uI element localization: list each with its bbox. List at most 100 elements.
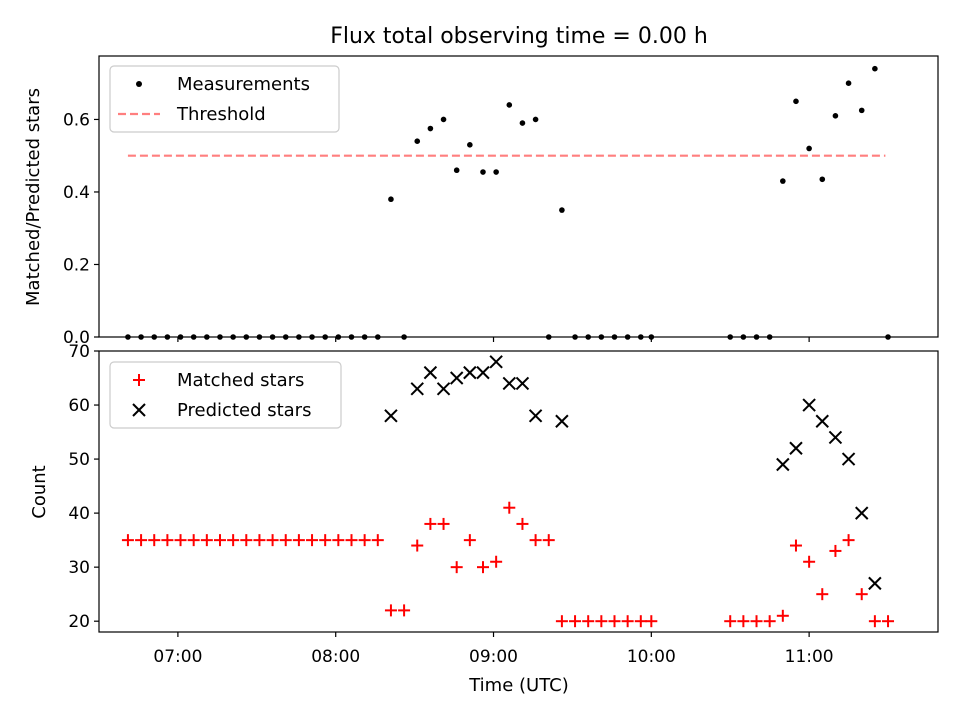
measurement-point (480, 169, 486, 175)
matched-star-point (582, 615, 595, 628)
predicted-star-point (789, 441, 803, 455)
legend-matched-marker (133, 374, 145, 386)
predicted-star-point (776, 457, 790, 472)
matched-star-point (555, 615, 568, 628)
matched-star-point (763, 615, 776, 628)
x-tick-label: 11:00 (785, 647, 834, 667)
predicted-star-point (555, 414, 569, 428)
predicted-star-stroke-b (555, 414, 569, 428)
count-legend-box (109, 361, 342, 429)
measurement-point (467, 142, 473, 148)
count-y-axis-label: Count (29, 465, 50, 518)
matched-star-point (634, 615, 647, 628)
legend-threshold-label: Threshold (176, 104, 266, 125)
predicted-star-point (515, 376, 530, 391)
matched-star-point (319, 534, 332, 547)
measurement-point (519, 120, 526, 126)
matched-star-point (306, 534, 319, 547)
predicted-star-stroke-b (776, 457, 790, 472)
measurement-point (440, 116, 447, 123)
measurement-point (806, 145, 812, 152)
matched-star-point (148, 534, 161, 547)
predicted-star-stroke-b (815, 414, 829, 428)
predicted-star-stroke-b (489, 355, 503, 369)
predicted-star-point (436, 382, 451, 396)
measurement-point (388, 196, 394, 203)
legend-measurements-label: Measurements (177, 74, 310, 95)
matched-star-point (750, 615, 763, 628)
matched-star-point (371, 534, 384, 547)
matched-star-point (816, 588, 829, 601)
matched-star-point (332, 534, 345, 547)
matched-star-point (776, 609, 789, 622)
matched-star-point (645, 615, 658, 628)
count-y-tick-label: 30 (68, 558, 90, 578)
matched-star-point (490, 555, 503, 568)
measurement-point (427, 125, 434, 132)
matched-star-point (724, 615, 737, 628)
measurement-point (845, 80, 852, 86)
legend-measurements-marker (136, 81, 142, 87)
predicted-star-point (528, 409, 543, 423)
matched-star-point (529, 534, 542, 547)
predicted-star-point (868, 576, 882, 591)
ratio-panel-frame (98, 55, 939, 338)
measurement-point (559, 207, 565, 213)
x-tick-label: 08:00 (311, 647, 360, 667)
matched-star-point (279, 534, 292, 547)
predicted-star-point (841, 452, 856, 466)
predicted-star-stroke-b (855, 506, 869, 520)
matched-star-point (398, 604, 411, 617)
matched-star-point (358, 534, 371, 547)
legend-matched-label: Matched stars (177, 370, 304, 391)
matched-star-point (829, 544, 842, 557)
matched-star-point (345, 534, 358, 547)
predicted-star-stroke-b (463, 365, 477, 380)
matched-star-point (569, 615, 582, 628)
matched-star-point (384, 604, 397, 617)
measurement-point (780, 178, 786, 184)
measurement-point (793, 98, 799, 105)
predicted-star-stroke-b (384, 409, 398, 423)
ratio-y-tick-label: 0.6 (63, 110, 90, 130)
predicted-star-point (489, 355, 503, 369)
matched-star-point (882, 615, 895, 628)
predicted-star-point (502, 376, 517, 391)
matched-star-point (227, 534, 240, 547)
x-tick-label: 10:00 (627, 647, 676, 667)
predicted-star-stroke-b (868, 576, 882, 591)
matched-star-point (503, 501, 516, 514)
predicted-star-stroke-b (515, 376, 530, 391)
figure-title: Flux total observing time = 0.00 h (330, 24, 708, 49)
predicted-star-stroke-b (436, 382, 451, 396)
measurement-point (453, 167, 460, 174)
predicted-star-point (423, 365, 438, 380)
matched-star-point (608, 615, 621, 628)
predicted-star-stroke-b (802, 398, 816, 412)
measurement-point (506, 102, 513, 108)
ratio-y-axis-label: Matched/Predicted stars (23, 88, 44, 306)
matched-star-point (292, 534, 305, 547)
matched-star-point (855, 588, 868, 601)
count-y-tick-label: 40 (68, 504, 90, 524)
ratio-legend-box (109, 65, 340, 133)
predicted-star-stroke-b (449, 371, 464, 385)
count-y-tick-label: 20 (68, 612, 90, 632)
predicted-star-point (855, 506, 869, 520)
matched-star-point (842, 534, 855, 547)
measurement-point (414, 138, 421, 145)
matched-star-point (437, 517, 450, 530)
measurement-point (832, 113, 839, 119)
predicted-star-stroke-b (789, 441, 803, 455)
matched-star-point (253, 534, 266, 547)
matched-star-point (542, 534, 555, 547)
x-axis-label: Time (UTC) (468, 675, 569, 696)
legend-predicted-label: Predicted stars (177, 400, 311, 421)
predicted-star-stroke-b (502, 376, 517, 391)
measurement-point (493, 169, 499, 175)
matched-star-point (463, 534, 476, 547)
matched-star-point (621, 615, 634, 628)
measurement-point (819, 176, 826, 183)
ratio-y-tick-label: 0.0 (63, 328, 90, 348)
matched-star-point (161, 534, 174, 547)
